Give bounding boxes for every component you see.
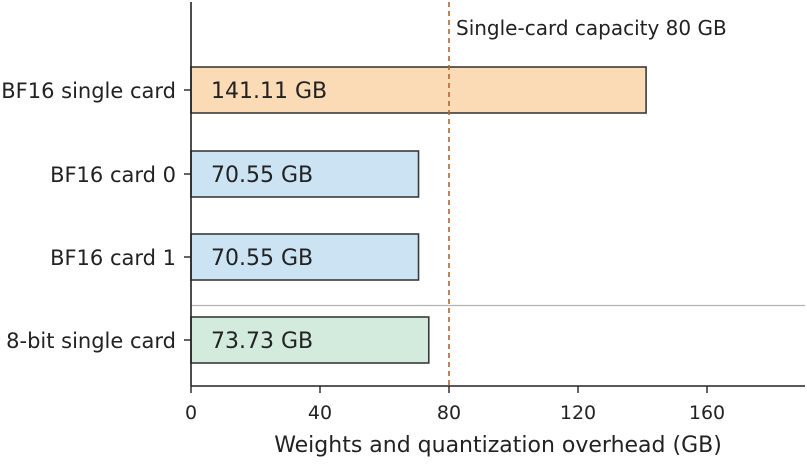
capacity-annotation: Single-card capacity 80 GB xyxy=(456,16,727,40)
bar-value-label-1: 70.55 GB xyxy=(211,163,313,188)
category-label-0: BF16 single card xyxy=(1,79,176,103)
x-tick-label-2: 80 xyxy=(437,402,461,424)
category-label-3: 8-bit single card xyxy=(6,329,176,353)
x-tick-label-1: 40 xyxy=(308,402,332,424)
bar-1 xyxy=(190,150,420,198)
bar-value-label-0: 141.11 GB xyxy=(211,79,327,104)
x-tick-label-4: 160 xyxy=(689,402,725,424)
bar-2 xyxy=(190,233,420,281)
x-axis-title: Weights and quantization overhead (GB) xyxy=(274,433,722,458)
bar-value-label-3: 73.73 GB xyxy=(211,329,313,354)
category-label-2: BF16 card 1 xyxy=(50,246,176,270)
x-tick-label-0: 0 xyxy=(185,402,197,424)
bar-value-label-2: 70.55 GB xyxy=(211,246,313,271)
x-tick-label-3: 120 xyxy=(560,402,596,424)
bar-0 xyxy=(190,66,647,114)
category-label-1: BF16 card 0 xyxy=(50,163,176,187)
bar-3 xyxy=(190,316,430,364)
